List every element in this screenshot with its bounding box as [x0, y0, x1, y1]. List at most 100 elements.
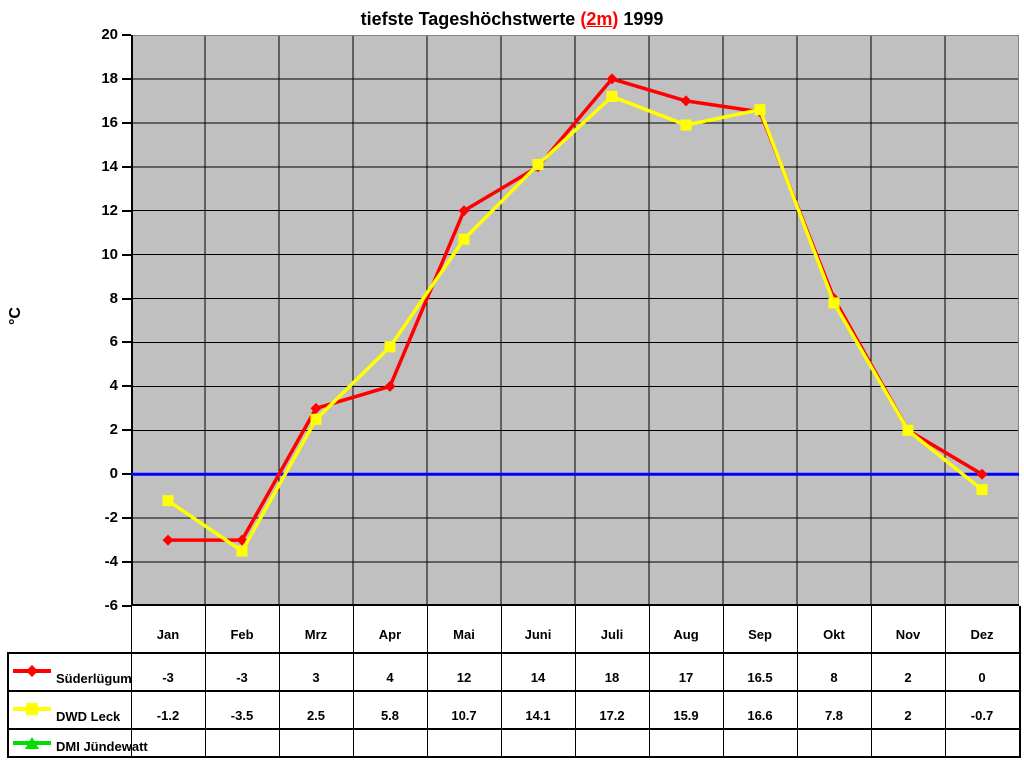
- value-cell: [501, 728, 575, 758]
- table-hborder: [7, 690, 1019, 692]
- month-row-vborder: [797, 606, 798, 652]
- y-axis-tick: [122, 253, 131, 256]
- y-tick-label: 8: [109, 289, 118, 307]
- value-cell: 2.5: [306, 708, 326, 723]
- month-row-vborder: [427, 606, 428, 652]
- y-tick-label: 2: [109, 421, 118, 439]
- y-axis-tick: [122, 429, 131, 432]
- month-cell: Juli: [600, 626, 624, 642]
- marker-square: [902, 424, 914, 436]
- marker-square: [976, 484, 988, 496]
- month-cell: Juni: [524, 626, 552, 642]
- legend-item-suederluegum: Süderlügum: [9, 652, 132, 690]
- marker-diamond: [384, 380, 396, 392]
- value-cell: -3.5: [230, 708, 254, 723]
- month-row-vborder: [501, 606, 502, 652]
- value-cell: -0.7: [970, 708, 994, 723]
- value-cell: 14.1: [525, 708, 551, 723]
- value-cell: 18: [604, 670, 620, 685]
- y-axis-tick: [122, 297, 131, 300]
- table-vborder: [353, 652, 354, 758]
- y-tick-label: 16: [101, 113, 118, 131]
- y-axis-tick: [122, 77, 131, 80]
- value-cell: 0: [978, 670, 986, 685]
- value-cell: [353, 728, 427, 758]
- marker-diamond: [976, 468, 988, 480]
- y-tick-label: 20: [101, 26, 118, 43]
- y-axis-tick: [122, 517, 131, 520]
- title-paren-close: ): [612, 9, 619, 29]
- series-line-1: [167, 94, 984, 554]
- marker-square: [458, 233, 470, 245]
- value-cell: [575, 728, 649, 758]
- table-vborder: [945, 652, 946, 758]
- value-cell: 15.9: [673, 708, 699, 723]
- y-axis-tick: [122, 385, 131, 388]
- value-cell: [723, 728, 797, 758]
- marker-square: [384, 341, 396, 353]
- month-row-vborder: [279, 606, 280, 652]
- marker-square: [310, 413, 322, 425]
- month-cell: Apr: [378, 626, 402, 642]
- value-cell: 4: [386, 670, 394, 685]
- y-axis-tick: [122, 561, 131, 564]
- table-vborder: [797, 652, 798, 758]
- value-cell: [427, 728, 501, 758]
- y-tick-label: -2: [104, 509, 118, 527]
- y-axis-tick: [122, 341, 131, 344]
- table-hborder: [7, 652, 1019, 654]
- y-tick-label: 14: [101, 157, 118, 175]
- table-vborder: [723, 652, 724, 758]
- value-cell: -1.2: [156, 708, 180, 723]
- value-cell: 16.6: [747, 708, 773, 723]
- plot-area: [131, 35, 1019, 606]
- month-cell: Feb: [230, 626, 254, 642]
- title-paren-open: (: [580, 9, 587, 29]
- legend-label: DWD Leck: [56, 709, 121, 724]
- marker-square: [606, 90, 618, 102]
- table-hborder: [7, 756, 1019, 758]
- value-cell: [797, 728, 871, 758]
- value-cell: [871, 728, 945, 758]
- chart-title: tiefste Tageshöchstwerte (2m) 1999: [0, 8, 1024, 30]
- value-cell: 14: [530, 670, 546, 685]
- value-cell: [205, 728, 279, 758]
- table-vborder: [649, 652, 650, 758]
- value-cell: 12: [456, 670, 472, 685]
- value-cell: 17: [678, 670, 694, 685]
- y-axis-tick: [122, 165, 131, 168]
- legend-item-dwd-leck: DWD Leck: [9, 690, 130, 728]
- marker-diamond: [606, 73, 618, 85]
- y-tick-label: 6: [109, 333, 118, 351]
- month-row-vborder: [723, 606, 724, 652]
- table-right-border: [1019, 652, 1021, 758]
- marker-square: [532, 159, 544, 171]
- marker-square: [162, 495, 174, 507]
- month-row-vborder: [205, 606, 206, 652]
- y-axis-tick: [122, 121, 131, 124]
- value-cell: 3: [312, 670, 320, 685]
- value-cell: 5.8: [380, 708, 400, 723]
- month-row-vborder: [1019, 606, 1021, 652]
- month-cell: Mrz: [304, 626, 328, 642]
- table-vborder: [871, 652, 872, 758]
- month-row-vborder: [131, 606, 132, 652]
- y-axis-tick: [122, 473, 131, 476]
- month-cell: Mai: [453, 626, 475, 642]
- month-cell: Sep: [748, 626, 772, 642]
- dmi-juendewatt-series-key-icon: [13, 737, 51, 749]
- month-cell: Nov: [895, 626, 921, 642]
- value-cell: 16.5: [747, 670, 773, 685]
- value-cell: -3: [236, 670, 248, 685]
- marker-square: [236, 545, 248, 557]
- marker-square: [754, 104, 766, 116]
- y-axis-tick: [122, 34, 131, 36]
- table-vborder: [427, 652, 428, 758]
- series-line-0: [168, 76, 983, 542]
- legend-divider: [131, 652, 132, 758]
- table-vborder: [501, 652, 502, 758]
- y-axis-tick: [122, 605, 131, 607]
- marker-diamond: [680, 95, 692, 107]
- dwd-leck-series-key-icon: [13, 703, 51, 715]
- y-axis-tick: [122, 209, 131, 212]
